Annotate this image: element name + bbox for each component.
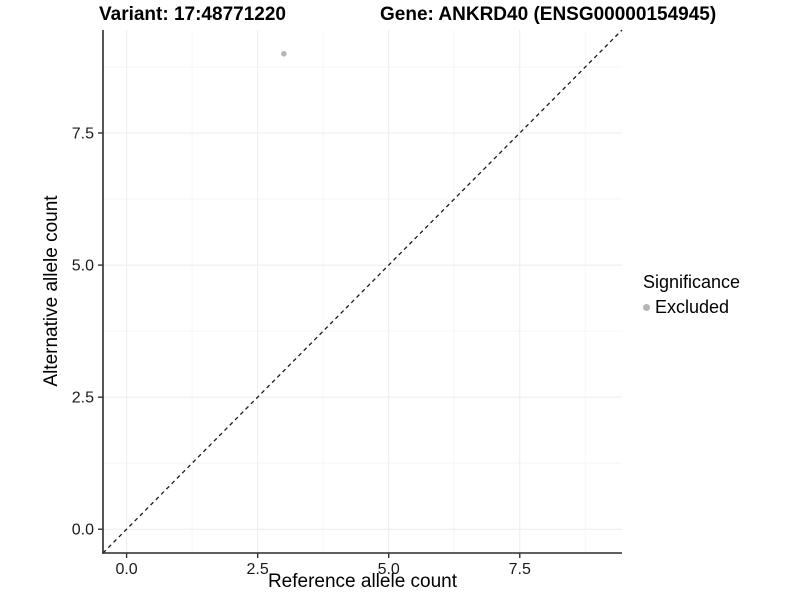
identity-reference-line xyxy=(102,29,623,554)
data-point[interactable] xyxy=(281,50,287,57)
x-tick-label: 2.5 xyxy=(247,561,269,578)
plot-title-variant: Variant: 17:48771220 xyxy=(99,4,286,25)
x-tick-label: 0.0 xyxy=(115,561,137,578)
x-tick-label: 7.5 xyxy=(509,561,531,578)
legend-item: Excluded xyxy=(643,296,740,318)
y-tick-label: 2.5 xyxy=(72,390,94,407)
legend-key-dot-icon xyxy=(643,303,650,311)
legend-title: Significance xyxy=(643,272,741,292)
x-axis-title: Reference allele count xyxy=(267,571,458,592)
legend-item-label: Excluded xyxy=(655,297,730,317)
y-tick-label: 0.0 xyxy=(72,522,94,539)
y-tick-label: 7.5 xyxy=(72,126,94,143)
y-tick-label: 5.0 xyxy=(72,258,94,275)
legend-items: Excluded xyxy=(643,296,740,318)
x-tick-label: 5.0 xyxy=(378,561,400,578)
y-axis-title: Alternative allele count xyxy=(41,195,62,387)
plot-title-gene: Gene: ANKRD40 (ENSG00000154945) xyxy=(380,4,717,25)
legend: Significance Excluded xyxy=(643,271,740,318)
